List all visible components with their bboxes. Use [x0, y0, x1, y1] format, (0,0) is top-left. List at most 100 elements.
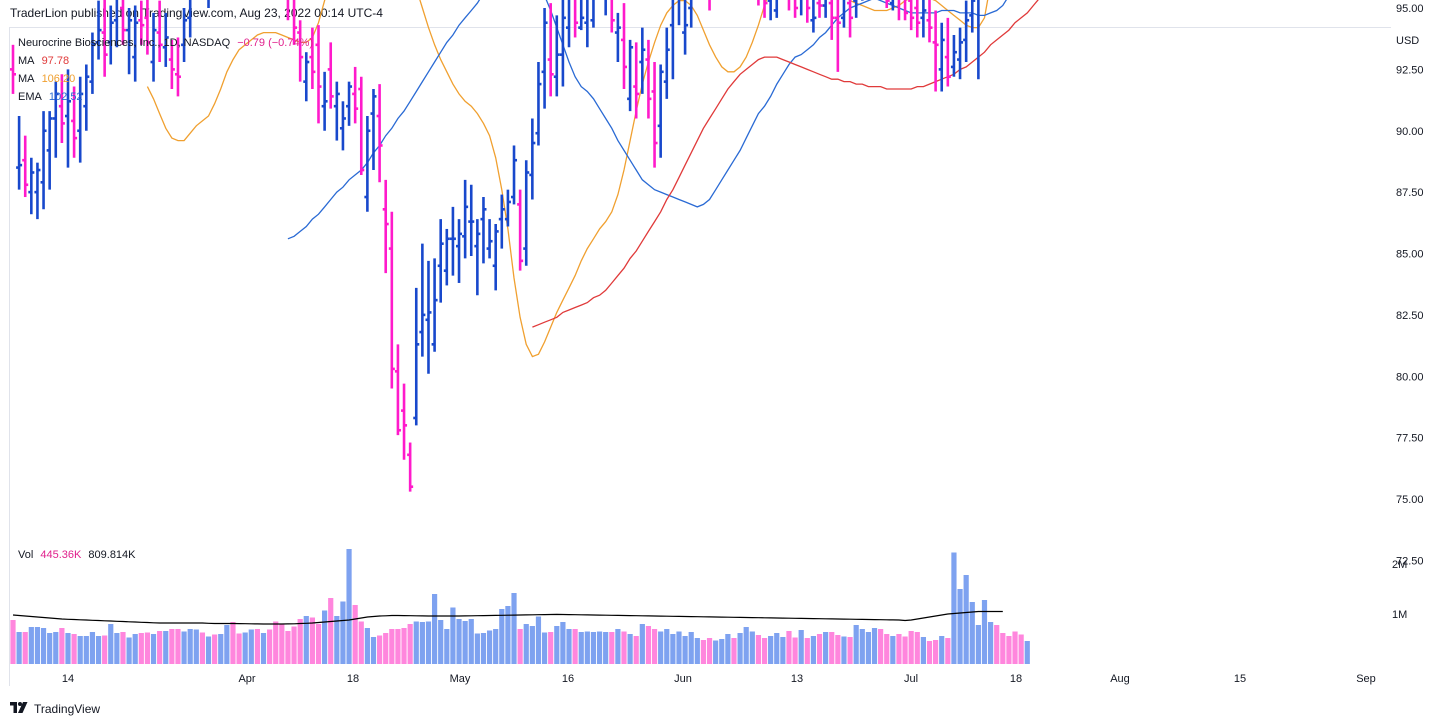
ohlc-bar: [541, 8, 548, 109]
volume-bar: [175, 629, 181, 664]
volume-bar: [22, 632, 28, 664]
volume-bar: [291, 626, 297, 664]
price-axis-tick: 95.00: [1396, 3, 1424, 15]
volume-bar: [896, 634, 902, 664]
volume-bar: [438, 620, 444, 664]
ohlc-bar: [578, 0, 585, 31]
volume-bar: [578, 632, 584, 664]
ohlc-bar: [511, 145, 518, 205]
ohlc-bar: [828, 0, 835, 40]
ohlc-bar: [492, 224, 499, 291]
ohlc-bar: [339, 101, 346, 151]
ohlc-bar: [144, 0, 151, 55]
volume-bar: [713, 640, 719, 664]
ohlc-bar: [407, 442, 414, 492]
time-axis-tick: 16: [562, 673, 574, 685]
ohlc-bar: [977, 0, 980, 80]
time-axis-tick: Sep: [1356, 673, 1376, 685]
volume-bar: [181, 631, 187, 664]
volume-bar: [908, 631, 914, 664]
volume-bar: [572, 629, 578, 664]
volume-label: Vol: [18, 549, 34, 561]
ma2-label: MA: [18, 73, 35, 85]
volume-bar: [884, 634, 890, 664]
volume-ma-value: 809.814K: [88, 549, 136, 561]
time-axis-tick: Apr: [238, 673, 255, 685]
ohlc-bar: [688, 0, 693, 28]
volume-bar: [596, 631, 603, 664]
volume-bar: [670, 634, 676, 664]
footer-brand: TradingView: [10, 702, 100, 716]
ohlc-bar: [903, 0, 909, 21]
ohlc-bar: [822, 0, 827, 18]
ohlc-bar: [590, 0, 595, 28]
volume-bar: [859, 629, 865, 664]
ohlc-bar: [462, 179, 469, 259]
volume-bar: [450, 607, 456, 664]
ohlc-bar: [10, 44, 16, 94]
volume-bar: [682, 636, 688, 664]
volume-bar: [468, 619, 474, 664]
volume-bar: [431, 594, 438, 664]
volume-bar: [933, 640, 939, 664]
ohlc-bar: [645, 39, 652, 119]
volume-bar: [474, 633, 480, 664]
volume-axis-tick: 2M: [1392, 559, 1407, 571]
volume-bar: [260, 633, 267, 664]
price-axis-tick: 72.50: [1396, 555, 1424, 567]
ohlc-bar: [138, 0, 145, 45]
volume-bar: [493, 629, 499, 664]
ohlc-bar: [559, 0, 566, 87]
volume-bar: [303, 616, 309, 664]
volume-bar: [413, 621, 419, 664]
volume-bar: [749, 631, 755, 664]
ohlc-bar: [207, 0, 210, 8]
volume-bar: [1024, 641, 1030, 664]
ohlc-bar: [126, 8, 133, 75]
ohlc-bar: [584, 0, 589, 48]
time-axis-tick: Aug: [1110, 673, 1130, 685]
ema-line: [287, 0, 1007, 240]
ohlc-bar: [327, 42, 334, 109]
volume-bar: [407, 624, 413, 664]
time-axis-tick: 13: [791, 673, 803, 685]
ohlc-bar: [763, 0, 768, 18]
volume-bar: [144, 632, 151, 664]
volume-bar: [1000, 633, 1006, 664]
volume-bar: [346, 549, 352, 664]
symbol-label: Neurocrine Biosciences, Inc., 1D, NASDAQ: [18, 37, 231, 49]
volume-bar: [315, 624, 322, 664]
ma1-label: MA: [18, 55, 35, 67]
ohlc-bar: [52, 81, 59, 158]
volume-bar: [761, 638, 768, 664]
volume-bar: [383, 633, 389, 664]
volume-bar: [847, 637, 853, 664]
ohlc-bar: [156, 0, 163, 63]
volume-bar: [95, 636, 102, 664]
volume-bar: [554, 626, 560, 664]
price-axis-tick: 77.50: [1396, 433, 1424, 445]
ohlc-bar: [358, 76, 365, 175]
ohlc-bar: [914, 0, 921, 38]
time-axis-tick: 14: [62, 673, 74, 685]
ohlc-bar: [908, 0, 915, 31]
chart-frame: [9, 27, 1391, 686]
publish-info: TraderLion published on TradingView.com,…: [10, 6, 383, 20]
volume-bar: [621, 631, 627, 664]
ohlc-bar: [480, 197, 487, 264]
ohlc-bar: [28, 157, 35, 215]
volume-bar: [102, 635, 108, 664]
ohlc-bar: [963, 0, 970, 63]
ohlc-bar: [443, 228, 450, 286]
ohlc-bar: [677, 0, 681, 26]
ohlc-bar: [309, 27, 316, 90]
volume-bar: [47, 633, 53, 664]
ohlc-bar: [292, 0, 298, 45]
volume-bar: [945, 638, 951, 664]
ohlc-bar: [297, 20, 304, 82]
ohlc-bar: [132, 5, 139, 82]
price-axis-tick: 82.50: [1396, 310, 1424, 322]
ohlc-bar: [651, 62, 658, 168]
ohlc-bar: [58, 74, 65, 144]
